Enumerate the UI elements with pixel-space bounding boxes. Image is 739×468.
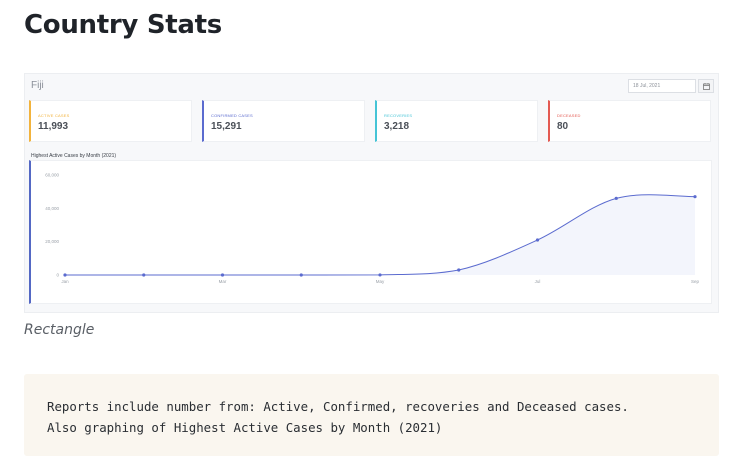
calendar-button[interactable] (698, 79, 714, 93)
y-tick-label: 60,000 (45, 173, 59, 178)
x-tick-label: May (376, 279, 385, 284)
country-name: Fiji (31, 80, 44, 91)
data-point (457, 268, 461, 272)
data-point (378, 273, 382, 277)
description-line: Reports include number from: Active, Con… (47, 399, 629, 414)
data-point (63, 273, 67, 277)
card-label: ACTIVE CASES (38, 113, 70, 118)
data-point (142, 273, 146, 277)
image-caption: Rectangle (24, 322, 95, 338)
card-value: 3,218 (384, 121, 410, 132)
y-tick-label: 40,000 (45, 206, 59, 211)
chart-container: 0 20,000 40,000 60,000 Jan Mar May Jul Sep (29, 160, 712, 304)
dashboard-screenshot: Fiji 18 Jul, 2021 ACTIVE CASES 11,993 CO… (24, 73, 719, 313)
data-point (693, 195, 697, 199)
data-point (535, 238, 540, 242)
description-block: Reports include number from: Active, Con… (24, 374, 719, 456)
chart-title: Highest Active Cases by Month (2021) (31, 153, 117, 159)
x-tick-label: Sep (691, 279, 700, 284)
card-label: DECEASED (557, 113, 581, 118)
page-title: Country Stats (24, 10, 222, 40)
data-point (614, 196, 618, 200)
y-tick-label: 20,000 (45, 239, 59, 244)
card-value: 15,291 (211, 121, 242, 132)
card-value: 80 (557, 121, 569, 132)
active-cases-card: ACTIVE CASES 11,993 (29, 100, 192, 142)
series-area (65, 194, 695, 275)
area-chart: 0 20,000 40,000 60,000 Jan Mar May Jul Sep (45, 173, 700, 285)
data-point (299, 273, 303, 277)
recoveries-card: RECOVERIES 3,218 (375, 100, 538, 142)
x-tick-label: Jul (535, 279, 541, 284)
description-line: Also graphing of Highest Active Cases by… (47, 420, 443, 435)
deceased-card: DECEASED 80 (548, 100, 711, 142)
card-label: CONFIRMED CASES (211, 113, 253, 118)
y-tick-label: 0 (56, 273, 59, 278)
x-tick-label: Jan (61, 279, 69, 284)
confirmed-cases-card: CONFIRMED CASES 15,291 (202, 100, 365, 142)
x-tick-label: Mar (219, 279, 227, 284)
date-input[interactable]: 18 Jul, 2021 (628, 79, 696, 93)
card-value: 11,993 (38, 121, 69, 132)
data-point (220, 273, 225, 277)
card-label: RECOVERIES (384, 113, 413, 118)
calendar-icon (702, 82, 710, 90)
